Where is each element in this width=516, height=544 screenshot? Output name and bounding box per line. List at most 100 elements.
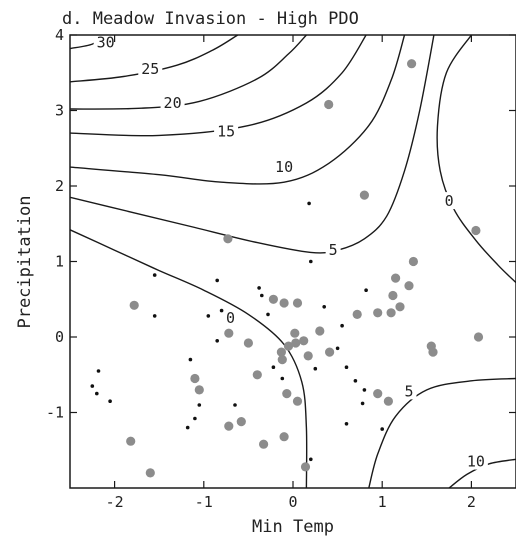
large-point-14 bbox=[404, 281, 414, 291]
large-point-21 bbox=[315, 326, 325, 336]
contour-label-bg-0 bbox=[93, 33, 118, 51]
small-point-25 bbox=[197, 403, 202, 407]
large-point-6 bbox=[224, 328, 234, 338]
large-point-44 bbox=[300, 462, 311, 472]
small-point-22 bbox=[95, 391, 99, 396]
contour-label-bg-3 bbox=[214, 122, 239, 140]
contour-line-0-7 bbox=[436, 35, 516, 284]
contour-label-6: 0 bbox=[226, 309, 235, 327]
contour-label-bg-8 bbox=[401, 382, 417, 400]
large-point-37 bbox=[236, 417, 246, 427]
large-point-25 bbox=[299, 336, 309, 346]
small-point-32 bbox=[344, 422, 349, 426]
large-point-27 bbox=[277, 355, 287, 365]
small-point-14 bbox=[344, 365, 349, 370]
small-point-11 bbox=[364, 288, 368, 293]
small-point-1 bbox=[309, 259, 313, 264]
large-point-31 bbox=[190, 373, 200, 384]
small-point-24 bbox=[188, 357, 193, 362]
large-point-11 bbox=[373, 308, 383, 318]
small-point-33 bbox=[362, 388, 367, 392]
contour-line-0-6 bbox=[70, 229, 308, 488]
small-point-8 bbox=[260, 293, 264, 298]
contour-line-25-1 bbox=[70, 35, 239, 83]
large-point-29 bbox=[325, 347, 335, 357]
small-point-26 bbox=[193, 416, 197, 421]
y-tick-label-0: -1 bbox=[46, 404, 64, 422]
large-point-10 bbox=[352, 309, 362, 319]
x-tick-label-0: -2 bbox=[106, 493, 124, 511]
small-point-7 bbox=[219, 308, 224, 313]
large-point-13 bbox=[391, 273, 401, 283]
contour-label-8: 5 bbox=[404, 382, 413, 400]
large-point-1 bbox=[324, 99, 334, 110]
y-axis-label: Precipitation bbox=[15, 195, 35, 328]
y-tick-label-5: 4 bbox=[55, 26, 64, 44]
large-point-3 bbox=[471, 225, 481, 236]
large-point-42 bbox=[126, 436, 136, 446]
large-point-17 bbox=[408, 256, 418, 267]
small-point-13 bbox=[335, 346, 340, 351]
contour-label-bg-7 bbox=[441, 192, 457, 210]
large-point-22 bbox=[290, 328, 300, 338]
large-point-8 bbox=[279, 298, 289, 308]
small-point-10 bbox=[322, 305, 327, 309]
large-point-19 bbox=[428, 347, 438, 357]
small-point-27 bbox=[185, 425, 190, 430]
contour-label-2: 20 bbox=[164, 94, 182, 112]
contour-label-9: 10 bbox=[467, 453, 485, 471]
small-point-19 bbox=[313, 366, 318, 371]
small-point-23 bbox=[108, 399, 112, 404]
small-point-3 bbox=[215, 278, 219, 283]
large-point-20 bbox=[473, 332, 484, 342]
x-tick-label-1: -1 bbox=[195, 493, 213, 511]
small-point-15 bbox=[360, 401, 365, 406]
contour-label-5: 5 bbox=[329, 241, 338, 259]
large-point-5 bbox=[129, 300, 139, 310]
large-point-41 bbox=[383, 396, 393, 406]
small-point-20 bbox=[90, 384, 95, 388]
large-point-32 bbox=[194, 385, 204, 395]
contour-label-bg-6 bbox=[223, 309, 239, 327]
contour-label-bg-9 bbox=[463, 452, 488, 470]
contour-lines bbox=[70, 35, 516, 488]
large-point-39 bbox=[279, 432, 289, 442]
contour-line-5-8 bbox=[368, 377, 516, 488]
large-point-33 bbox=[252, 370, 262, 380]
contour-label-7: 0 bbox=[445, 192, 454, 210]
contour-line-5-5 bbox=[70, 35, 435, 254]
x-tick-label-3: 1 bbox=[378, 493, 387, 511]
small-point-9 bbox=[266, 312, 270, 317]
contour-label-3: 15 bbox=[217, 123, 235, 141]
contour-label-4: 10 bbox=[275, 158, 293, 176]
y-tick-label-1: 0 bbox=[55, 328, 64, 346]
small-point-31 bbox=[309, 457, 313, 462]
small-point-16 bbox=[215, 339, 219, 343]
small-point-18 bbox=[280, 376, 285, 381]
y-tick-label-2: 1 bbox=[55, 253, 64, 271]
axis-ticks: -2 -1 0 1 2 -1 0 1 2 3 4 bbox=[46, 26, 516, 511]
small-point-4 bbox=[257, 286, 261, 290]
small-point-30 bbox=[380, 427, 385, 431]
large-point-43 bbox=[145, 468, 155, 478]
large-point-7 bbox=[268, 294, 278, 304]
small-point-6 bbox=[206, 314, 211, 318]
large-point-34 bbox=[282, 389, 292, 399]
contour-line-10-4 bbox=[70, 35, 406, 185]
contour-label-1: 25 bbox=[141, 60, 159, 78]
large-point-12 bbox=[386, 308, 396, 318]
small-point-0 bbox=[307, 201, 311, 206]
large-point-30 bbox=[243, 338, 253, 348]
contour-label-0: 30 bbox=[97, 34, 115, 52]
y-tick-label-4: 3 bbox=[55, 102, 64, 120]
contour-labels: 30 25 20 15 10 5 0 0 5 10 bbox=[93, 33, 488, 471]
plot-frame bbox=[69, 34, 516, 489]
large-point-2 bbox=[359, 190, 369, 200]
x-axis-label: Min Temp bbox=[252, 517, 334, 537]
x-tick-label-2: 0 bbox=[288, 493, 297, 511]
contour-line-15-3 bbox=[70, 35, 367, 137]
contour-label-bg-1 bbox=[138, 59, 163, 77]
large-point-40 bbox=[373, 389, 383, 399]
small-point-21 bbox=[96, 369, 101, 373]
